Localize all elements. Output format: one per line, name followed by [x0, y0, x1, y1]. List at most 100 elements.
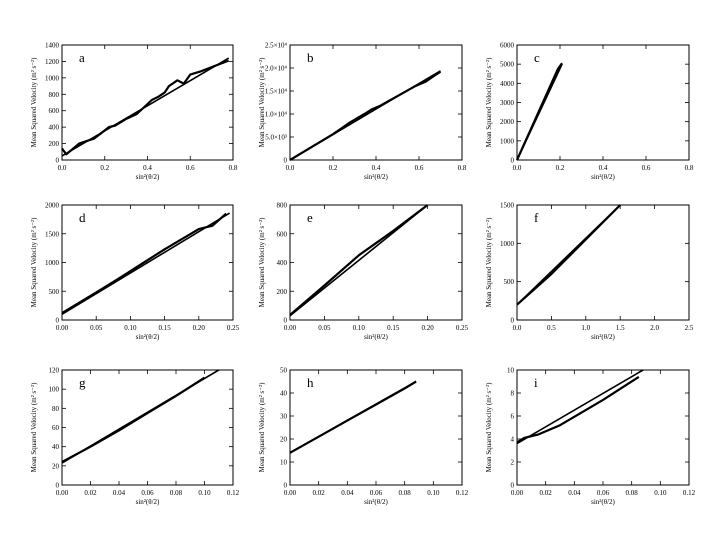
y-tick-label: 1000	[45, 74, 60, 82]
y-tick-label: 0	[56, 317, 60, 325]
y-tick-label: 0	[284, 482, 288, 490]
x-tick-label: 0.04	[341, 489, 354, 497]
y-tick-label: 1500	[500, 202, 515, 210]
y-tick-label: 10	[507, 367, 515, 375]
x-axis-title: sin²(θ/2)	[136, 498, 160, 506]
y-tick-label: 6	[511, 413, 515, 421]
panel-label: d	[79, 210, 86, 225]
x-tick-label: 0.2	[100, 164, 109, 172]
x-tick-label: 0.6	[186, 164, 195, 172]
x-tick-label: 0.4	[372, 164, 381, 172]
x-tick-label: 0.00	[511, 489, 524, 497]
y-axis-title: Mean Squared Velocity (m² s⁻²)	[30, 382, 38, 472]
y-tick-label: 2.0×10⁴	[265, 65, 288, 73]
x-tick-label: 0.12	[456, 489, 469, 497]
y-tick-label: 2	[511, 459, 515, 467]
x-tick-label: 0.00	[56, 324, 69, 332]
x-tick-label: 1.5	[616, 324, 625, 332]
y-tick-label: 1200	[45, 58, 60, 66]
y-tick-label: 1000	[500, 137, 515, 145]
y-tick-label: 600	[277, 230, 288, 238]
x-tick-label: 0.06	[370, 489, 383, 497]
y-tick-label: 2.5×10⁴	[265, 42, 288, 50]
y-tick-label: 4000	[500, 80, 515, 88]
x-tick-label: 0.12	[683, 489, 696, 497]
y-axis-title: Mean Squared Velocity (m² s⁻²)	[258, 217, 266, 307]
x-tick-label: 0.02	[313, 489, 326, 497]
panel-label: c	[534, 50, 540, 65]
y-tick-label: 5.0×10³	[265, 134, 287, 142]
panel-label: a	[79, 50, 85, 65]
x-tick-label: 0.6	[415, 164, 424, 172]
x-tick-label: 0.20	[421, 324, 434, 332]
y-tick-label: 800	[277, 202, 288, 210]
fit-line	[289, 380, 417, 454]
x-tick-label: 0.08	[626, 489, 639, 497]
x-tick-label: 0.10	[124, 324, 137, 332]
y-axis-title: Mean Squared Velocity (m² s⁻²)	[258, 382, 266, 472]
fit-line	[61, 57, 230, 157]
x-tick-label: 0.12	[227, 489, 240, 497]
x-tick-label: 0.10	[353, 324, 366, 332]
x-tick-label: 0.25	[227, 324, 240, 332]
y-tick-label: 400	[277, 259, 288, 267]
panel-label: e	[307, 210, 313, 225]
y-tick-label: 200	[49, 140, 60, 148]
data-series-line	[289, 204, 429, 316]
y-tick-label: 80	[52, 405, 60, 413]
x-tick-label: 0.06	[141, 489, 154, 497]
y-tick-label: 0	[284, 317, 288, 325]
x-axis-title: sin²(θ/2)	[136, 333, 160, 341]
y-tick-label: 40	[280, 390, 288, 398]
y-tick-label: 0	[56, 157, 60, 165]
y-tick-label: 0	[511, 482, 515, 490]
x-tick-label: 0.8	[685, 164, 694, 172]
x-tick-label: 1.0	[581, 324, 590, 332]
x-tick-label: 0.4	[599, 164, 608, 172]
x-tick-label: 0.04	[568, 489, 581, 497]
x-tick-label: 0.20	[193, 324, 206, 332]
x-axis-title: sin²(θ/2)	[364, 333, 388, 341]
data-series-line	[61, 212, 227, 315]
fit-line	[516, 369, 644, 445]
y-tick-label: 30	[280, 413, 288, 421]
y-tick-label: 800	[49, 91, 60, 99]
y-tick-label: 3000	[500, 99, 515, 107]
y-tick-label: 1500	[45, 230, 60, 238]
x-tick-label: 0.2	[329, 164, 338, 172]
y-tick-label: 200	[277, 288, 288, 296]
panel-label: b	[307, 50, 314, 65]
y-tick-label: 50	[280, 367, 288, 375]
y-tick-label: 500	[504, 278, 515, 286]
y-tick-label: 10	[280, 459, 288, 467]
x-axis-title: sin²(θ/2)	[591, 173, 615, 181]
panel-label: h	[307, 375, 314, 390]
y-tick-label: 2000	[500, 118, 515, 126]
x-tick-label: 0.5	[547, 324, 556, 332]
x-tick-label: 0.08	[399, 489, 412, 497]
x-tick-label: 0.0	[286, 164, 295, 172]
x-axis-title: sin²(θ/2)	[136, 173, 160, 181]
y-tick-label: 20	[280, 436, 288, 444]
y-tick-label: 0	[511, 317, 515, 325]
x-tick-label: 0.15	[158, 324, 171, 332]
x-tick-label: 0.04	[113, 489, 126, 497]
y-axis-title: Mean Squared Velocity (m² s⁻²)	[485, 57, 493, 147]
y-tick-label: 6000	[500, 42, 515, 50]
x-tick-label: 0.2	[556, 164, 565, 172]
fit-line	[289, 204, 429, 317]
y-tick-label: 60	[52, 424, 60, 432]
y-tick-label: 0	[511, 157, 515, 165]
x-axis-title: sin²(θ/2)	[364, 173, 388, 181]
y-tick-label: 5000	[500, 61, 515, 69]
y-tick-label: 40	[52, 443, 60, 451]
fit-line	[61, 212, 231, 315]
x-tick-label: 0.02	[540, 489, 553, 497]
y-axis-title: Mean Squared Velocity (m² s⁻²)	[30, 217, 38, 307]
